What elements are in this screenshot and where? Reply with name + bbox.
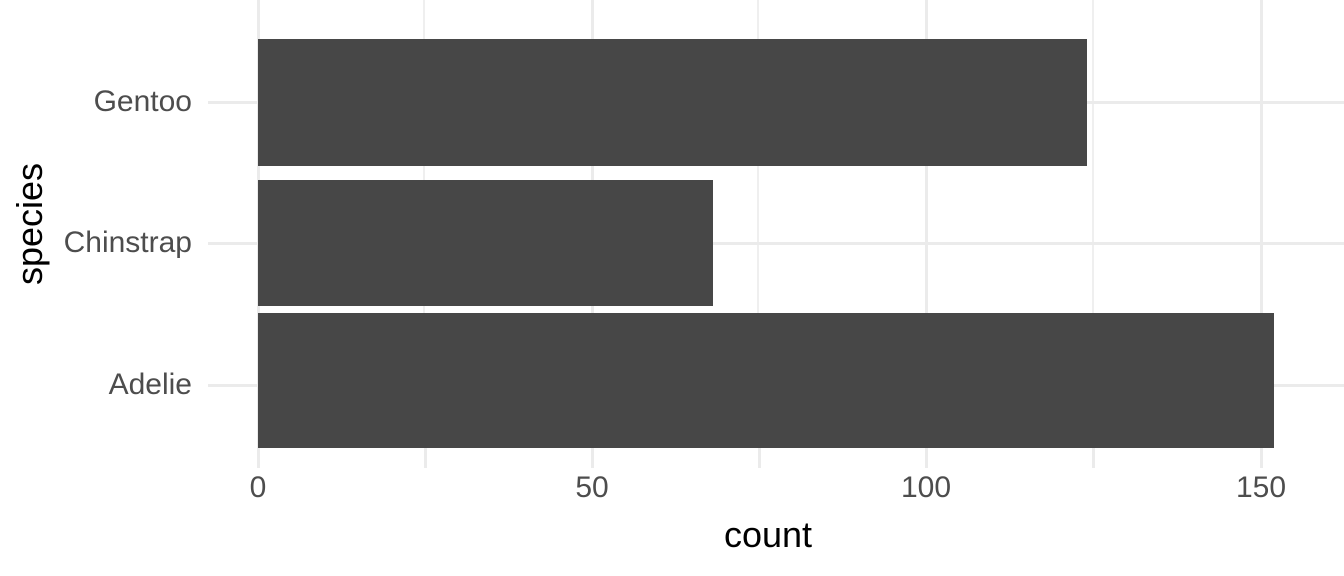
bar-gentoo <box>258 39 1087 166</box>
bar-chinstrap <box>258 180 713 306</box>
x-axis-title: count <box>723 514 813 555</box>
gridline-major-y-chinstrap <box>208 242 1344 245</box>
x-axis-tick-125 <box>1092 448 1095 468</box>
y-axis-tick-adelie <box>208 384 258 387</box>
y-axis-ticklabel-gentoo: Gentoo <box>93 85 192 118</box>
gridline-minor-x-75 <box>757 0 759 448</box>
x-axis-ticklabel-100: 100 <box>900 471 952 504</box>
x-axis-tick-75 <box>758 448 761 468</box>
y-axis-title: species <box>9 162 50 286</box>
y-axis-ticklabel-adelie: Adelie <box>108 368 192 401</box>
y-axis-tick-chinstrap <box>208 242 258 245</box>
y-axis-tick-gentoo <box>208 101 258 104</box>
x-axis-ticklabel-150: 150 <box>1235 471 1287 504</box>
x-axis-tick-100 <box>925 448 928 468</box>
x-axis-tick-25 <box>424 448 427 468</box>
x-axis-ticklabel-50: 50 <box>575 471 609 504</box>
plot-panel <box>208 0 1344 448</box>
x-axis-ticklabel-0: 0 <box>249 471 267 504</box>
x-axis-tick-50 <box>591 448 594 468</box>
x-axis-tick-0 <box>257 448 260 468</box>
gridline-minor-x-125 <box>1092 0 1094 448</box>
gridline-major-x-150 <box>1260 0 1263 448</box>
bar-adelie <box>258 313 1274 448</box>
x-axis-tick-150 <box>1260 448 1263 468</box>
gridline-major-x-100 <box>925 0 928 448</box>
y-axis-ticklabel-chinstrap: Chinstrap <box>63 226 192 259</box>
